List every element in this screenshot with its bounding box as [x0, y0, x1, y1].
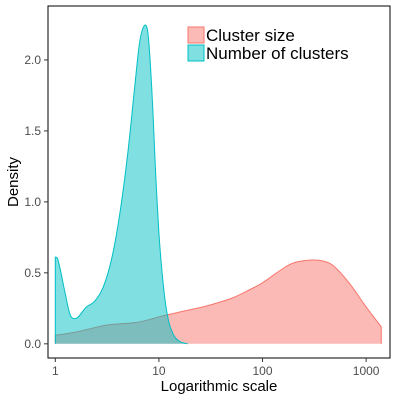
series-outline-1 — [54, 24, 188, 345]
x-tick-label: 1 — [52, 364, 59, 378]
y-tick-label: 2.0 — [24, 53, 41, 67]
y-tick-label: 0.5 — [24, 266, 41, 280]
series-layer — [54, 24, 382, 345]
legend-key-1 — [187, 44, 205, 62]
x-tick-label: 100 — [253, 364, 273, 378]
y-axis-title: Density — [5, 156, 22, 207]
series-area-1 — [55, 24, 188, 344]
x-tick-label: 1000 — [353, 364, 380, 378]
axis-layer: 1 10 100 1000 0.0 0.5 1.0 1.5 2.0 — [24, 53, 379, 378]
legend-key-0 — [187, 26, 205, 44]
legend-label-1: Number of clusters — [206, 44, 349, 63]
y-tick-label: 0.0 — [24, 337, 41, 351]
legend-label-0: Cluster size — [206, 26, 295, 45]
x-axis-title: Logarithmic scale — [161, 378, 278, 395]
x-tick-label: 10 — [152, 364, 166, 378]
y-tick-label: 1.5 — [24, 124, 41, 138]
panel-border — [47, 5, 391, 359]
y-tick-label: 1.0 — [24, 195, 41, 209]
